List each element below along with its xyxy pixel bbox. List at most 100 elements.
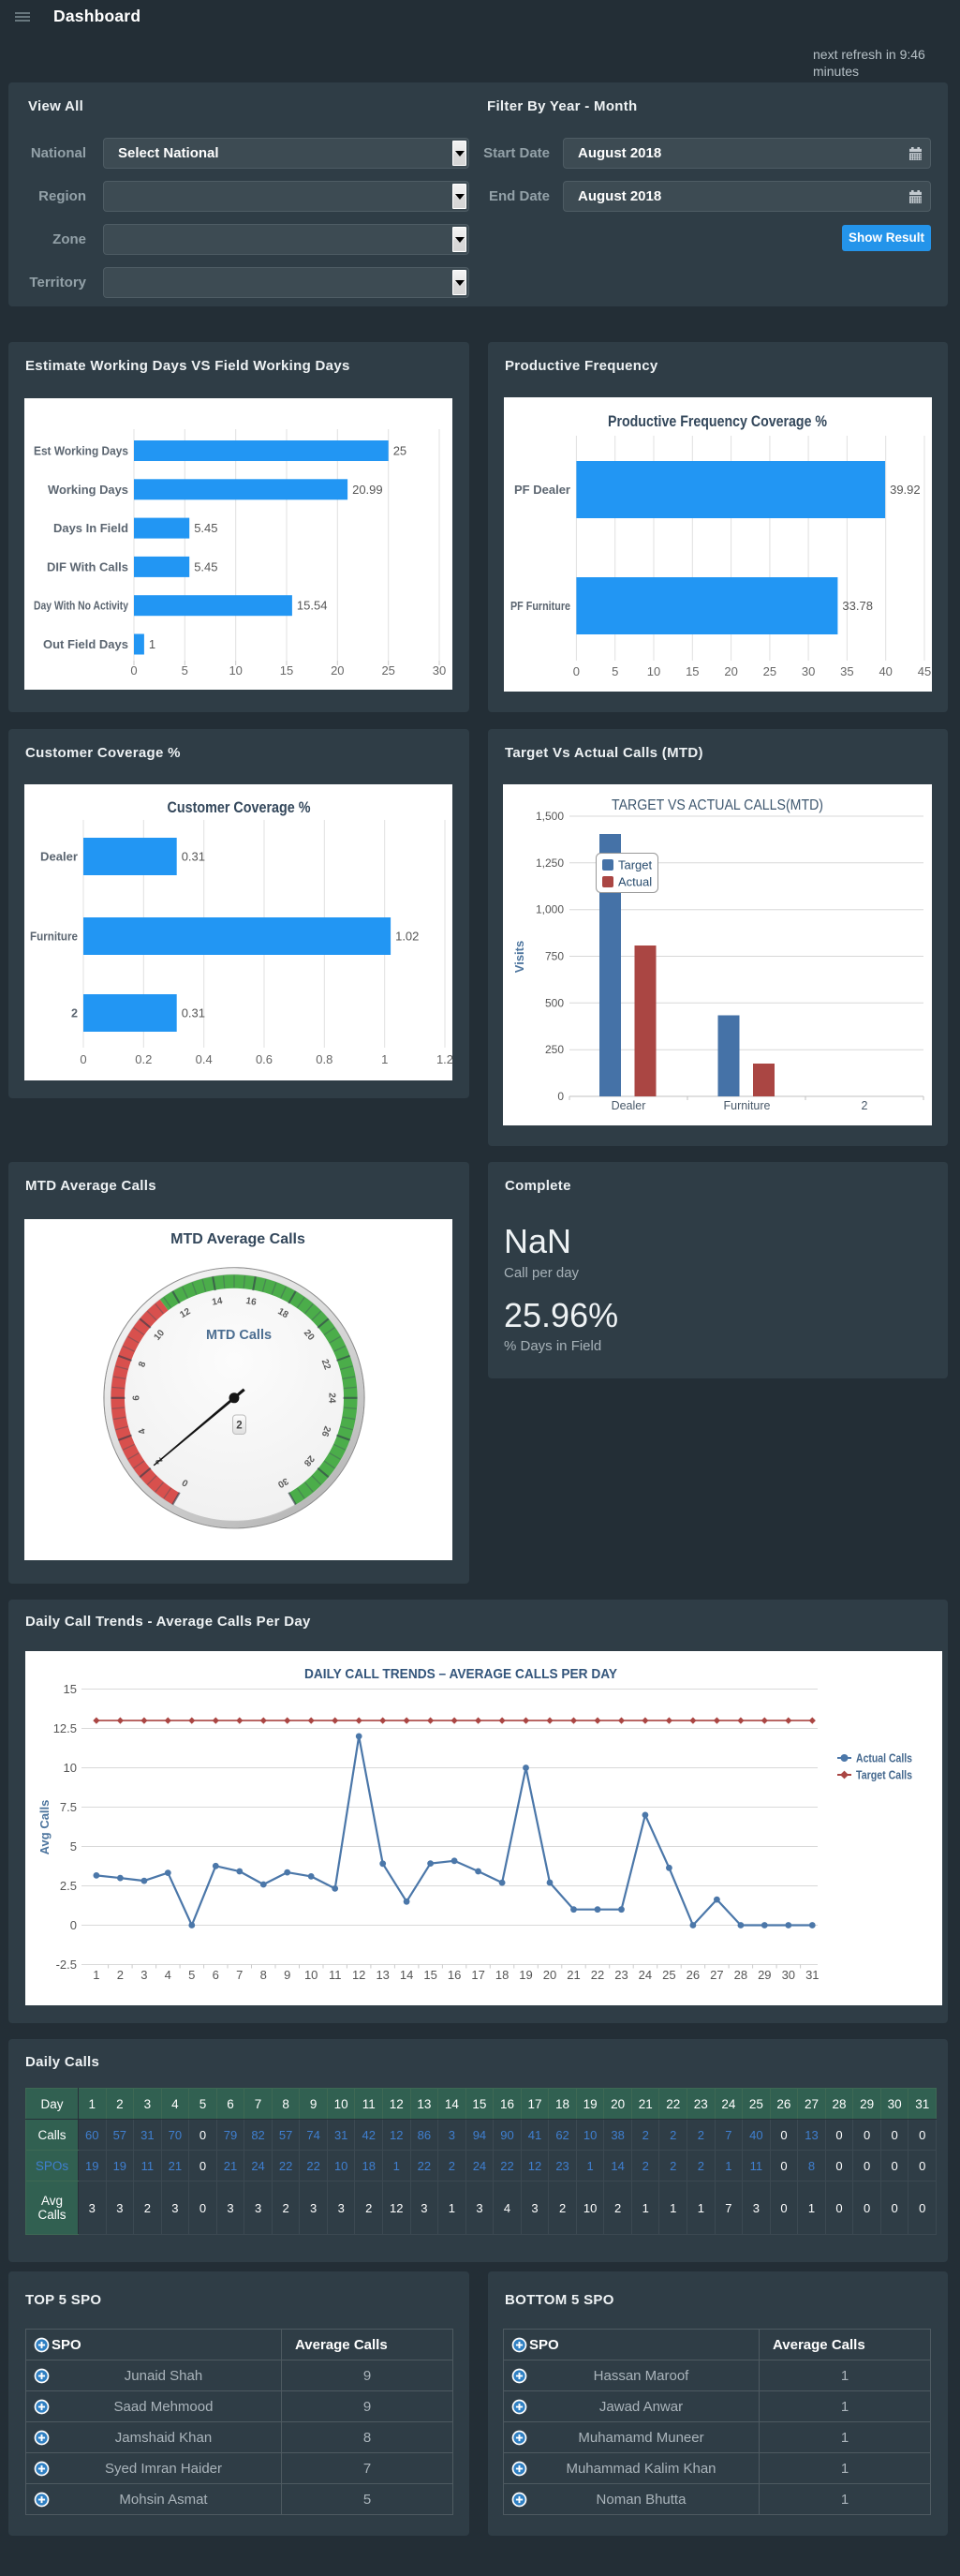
svg-text:30: 30 <box>782 1968 795 1982</box>
svg-text:24: 24 <box>327 1392 337 1404</box>
svg-text:0.6: 0.6 <box>256 1052 273 1066</box>
svg-text:Day With No Activity: Day With No Activity <box>34 599 129 613</box>
svg-text:12.5: 12.5 <box>53 1721 77 1735</box>
svg-text:Furniture: Furniture <box>723 1099 770 1112</box>
svg-text:2: 2 <box>862 1099 868 1112</box>
svg-text:4: 4 <box>137 1426 148 1435</box>
svg-text:Working Days: Working Days <box>48 483 128 497</box>
svg-text:4: 4 <box>165 1968 171 1982</box>
svg-text:3: 3 <box>140 1968 147 1982</box>
svg-text:1: 1 <box>149 637 155 651</box>
svg-text:24: 24 <box>639 1968 652 1982</box>
svg-text:1: 1 <box>381 1052 388 1066</box>
svg-text:2: 2 <box>71 1006 78 1020</box>
svg-text:Out Field Days: Out Field Days <box>43 637 128 651</box>
svg-text:22: 22 <box>591 1968 604 1982</box>
svg-text:Est Working Days: Est Working Days <box>34 444 128 458</box>
svg-text:1,000: 1,000 <box>536 903 564 916</box>
svg-text:20: 20 <box>724 664 737 678</box>
svg-text:6: 6 <box>213 1968 219 1982</box>
svg-text:Productive Frequency Coverage: Productive Frequency Coverage % <box>608 412 827 430</box>
svg-text:33.78: 33.78 <box>842 599 873 613</box>
svg-text:0: 0 <box>557 1090 564 1103</box>
svg-text:40: 40 <box>879 664 892 678</box>
svg-text:Target Calls: Target Calls <box>856 1768 912 1782</box>
svg-text:8: 8 <box>260 1968 267 1982</box>
svg-text:29: 29 <box>758 1968 771 1982</box>
svg-text:2.5: 2.5 <box>60 1879 77 1893</box>
svg-text:14: 14 <box>212 1296 224 1308</box>
svg-text:0.2: 0.2 <box>135 1052 152 1066</box>
svg-text:2: 2 <box>117 1968 124 1982</box>
svg-text:MTD Calls: MTD Calls <box>206 1328 272 1343</box>
svg-text:16: 16 <box>245 1296 258 1308</box>
svg-text:0.4: 0.4 <box>196 1052 213 1066</box>
svg-text:Visits: Visits <box>512 941 526 973</box>
svg-text:Dealer: Dealer <box>40 850 78 864</box>
svg-text:7: 7 <box>236 1968 243 1982</box>
svg-text:15.54: 15.54 <box>297 599 328 613</box>
svg-text:1.2: 1.2 <box>436 1052 453 1066</box>
svg-text:15: 15 <box>686 664 699 678</box>
svg-text:18: 18 <box>495 1968 509 1982</box>
svg-text:Customer Coverage %: Customer Coverage % <box>168 798 311 816</box>
svg-text:5: 5 <box>188 1968 195 1982</box>
svg-text:39.92: 39.92 <box>890 483 921 497</box>
svg-text:0.31: 0.31 <box>182 1006 205 1020</box>
svg-text:25: 25 <box>393 444 406 458</box>
svg-text:0.8: 0.8 <box>316 1052 332 1066</box>
svg-text:8: 8 <box>137 1360 148 1368</box>
svg-text:35: 35 <box>840 664 853 678</box>
svg-text:28: 28 <box>734 1968 747 1982</box>
svg-text:15: 15 <box>280 663 293 678</box>
svg-text:9: 9 <box>284 1968 290 1982</box>
svg-text:20.99: 20.99 <box>352 483 383 497</box>
svg-text:30: 30 <box>433 663 446 678</box>
svg-text:0.31: 0.31 <box>182 850 205 864</box>
svg-text:19: 19 <box>519 1968 532 1982</box>
svg-text:0: 0 <box>573 664 580 678</box>
svg-text:12: 12 <box>178 1306 193 1320</box>
svg-text:6: 6 <box>132 1395 142 1401</box>
svg-text:10: 10 <box>229 663 242 678</box>
svg-text:14: 14 <box>400 1968 413 1982</box>
svg-text:1: 1 <box>93 1968 99 1982</box>
svg-text:26: 26 <box>687 1968 700 1982</box>
svg-text:5: 5 <box>612 664 618 678</box>
svg-text:26: 26 <box>318 1424 332 1438</box>
svg-text:PF Dealer: PF Dealer <box>514 483 570 497</box>
svg-text:1.02: 1.02 <box>395 930 419 944</box>
svg-text:11: 11 <box>329 1968 342 1982</box>
svg-text:12: 12 <box>352 1968 365 1982</box>
svg-text:MTD Average Calls: MTD Average Calls <box>170 1231 305 1247</box>
svg-text:23: 23 <box>614 1968 628 1982</box>
svg-text:2: 2 <box>236 1421 242 1432</box>
svg-text:5.45: 5.45 <box>194 521 217 535</box>
svg-text:1,250: 1,250 <box>536 856 564 870</box>
svg-text:22: 22 <box>319 1358 332 1372</box>
svg-text:500: 500 <box>545 996 564 1009</box>
svg-text:27: 27 <box>710 1968 723 1982</box>
svg-text:16: 16 <box>448 1968 461 1982</box>
svg-text:25: 25 <box>662 1968 675 1982</box>
svg-text:250: 250 <box>545 1043 564 1056</box>
svg-text:0: 0 <box>130 663 137 678</box>
svg-text:10: 10 <box>647 664 660 678</box>
svg-text:20: 20 <box>543 1968 556 1982</box>
svg-text:13: 13 <box>376 1968 389 1982</box>
svg-text:Furniture: Furniture <box>30 930 78 944</box>
svg-text:20: 20 <box>331 663 344 678</box>
svg-text:21: 21 <box>567 1968 580 1982</box>
svg-text:10: 10 <box>304 1968 318 1982</box>
svg-text:Target: Target <box>618 858 653 872</box>
svg-text:10: 10 <box>64 1761 77 1775</box>
svg-text:18: 18 <box>275 1306 290 1320</box>
svg-text:-2.5: -2.5 <box>56 1958 77 1972</box>
svg-text:Avg Calls: Avg Calls <box>37 1800 52 1855</box>
svg-text:Days In Field: Days In Field <box>53 521 128 535</box>
svg-text:45: 45 <box>918 664 931 678</box>
svg-text:0: 0 <box>70 1918 77 1932</box>
svg-text:30: 30 <box>802 664 815 678</box>
svg-text:5.45: 5.45 <box>194 559 217 573</box>
svg-text:5: 5 <box>182 663 188 678</box>
